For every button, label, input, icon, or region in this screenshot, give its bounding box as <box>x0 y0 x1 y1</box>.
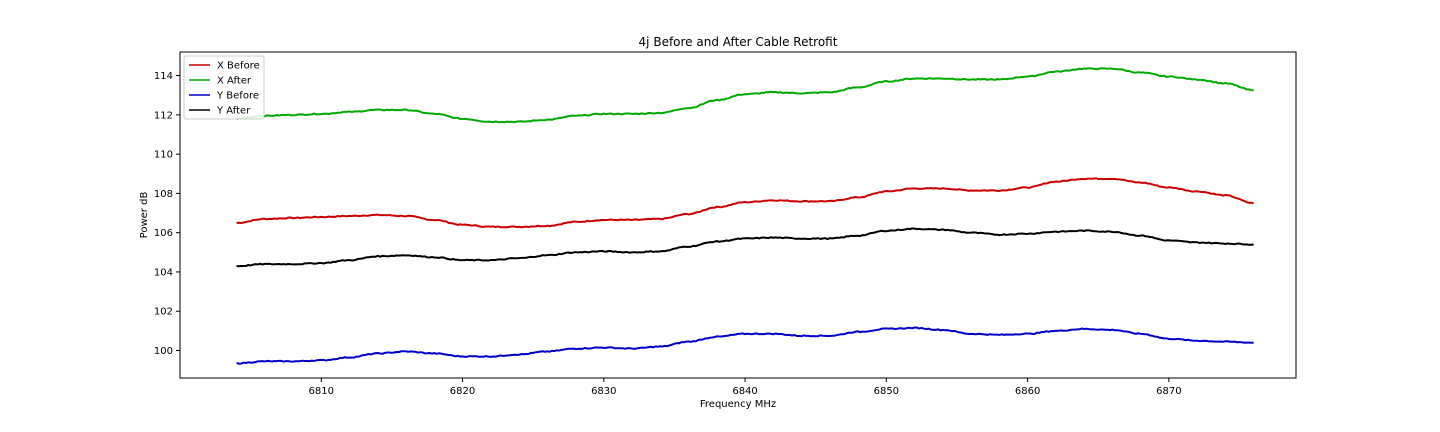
series-line-y-before <box>236 326 1254 365</box>
axes-frame <box>179 51 1297 379</box>
x-tick-label: 6870 <box>1156 386 1181 397</box>
y-tick-label: 100 <box>154 346 173 357</box>
legend-box <box>183 55 265 120</box>
y-tick-label: 110 <box>154 150 173 161</box>
series-line-x-after <box>236 67 1254 124</box>
y-axis-label: Power dB <box>139 192 150 239</box>
x-tick-label: 6840 <box>732 386 757 397</box>
y-axis-ticks: 100 102 104 106 108 110 112 114 <box>154 71 180 357</box>
x-tick-label: 6850 <box>874 386 899 397</box>
y-tick-label: 106 <box>154 228 173 239</box>
legend-label-x-before: X Before <box>217 61 260 72</box>
legend: X Before X After Y Before Y After <box>183 55 265 120</box>
y-tick-label: 104 <box>154 267 173 278</box>
series-line-x-before <box>236 177 1254 229</box>
x-tick-label: 6820 <box>450 386 475 397</box>
x-axis-label: Frequency MHz <box>700 399 776 410</box>
x-tick-label: 6830 <box>591 386 616 397</box>
x-axis-ticks: 6810 6820 6830 6840 6850 6860 6870 <box>309 378 1182 397</box>
legend-label-x-after: X After <box>217 76 252 87</box>
x-tick-label: 6860 <box>1015 386 1040 397</box>
y-tick-label: 112 <box>154 110 173 121</box>
plot-lines <box>236 67 1254 365</box>
y-tick-label: 108 <box>154 189 173 200</box>
y-tick-label: 114 <box>154 71 173 82</box>
legend-label-y-after: Y After <box>216 106 251 117</box>
legend-label-y-before: Y Before <box>216 91 259 102</box>
chart-title: 4j Before and After Cable Retrofit <box>639 35 838 49</box>
y-tick-label: 102 <box>154 307 173 318</box>
series-line-y-after <box>236 227 1254 268</box>
x-tick-label: 6810 <box>309 386 334 397</box>
